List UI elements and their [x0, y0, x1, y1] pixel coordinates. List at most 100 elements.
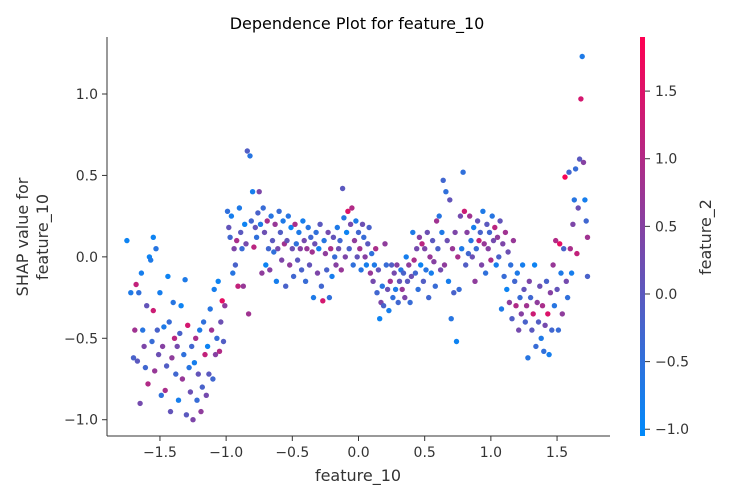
scatter-point [525, 355, 531, 361]
scatter-point [293, 241, 299, 247]
scatter-point [561, 246, 567, 252]
scatter-point [138, 270, 145, 276]
scatter-point [145, 381, 151, 387]
scatter-point [236, 205, 243, 211]
scatter-point [159, 343, 166, 350]
scatter-point [481, 241, 487, 247]
scatter-point [465, 250, 472, 257]
scatter-point [402, 294, 408, 301]
scatter-point [545, 311, 551, 317]
scatter-point [324, 267, 330, 273]
x-tick-label: 0.0 [347, 445, 369, 461]
scatter-point [167, 408, 174, 415]
scatter-point [359, 221, 366, 227]
colorbar-tick-label: −1.0 [655, 422, 689, 438]
scatter-point [566, 169, 572, 175]
x-axis-label: feature_10 [315, 466, 401, 486]
scatter-point [489, 213, 495, 219]
scatter-point [222, 303, 228, 309]
scatter-point [198, 408, 204, 415]
scatter-point [423, 267, 429, 273]
scatter-point [554, 286, 560, 293]
scatter-point [553, 237, 559, 244]
scatter-point [537, 283, 543, 289]
scatter-point [363, 262, 370, 268]
scatter-point [158, 392, 164, 398]
scatter-point [305, 224, 311, 231]
scatter-point [280, 218, 286, 224]
scatter-point [149, 338, 155, 345]
scatter-point [289, 246, 295, 252]
scatter-point [412, 270, 419, 276]
scatter-point [288, 224, 294, 231]
scatter-point [162, 387, 168, 394]
scatter-point [564, 294, 571, 301]
scatter-point [322, 250, 329, 257]
x-tick-label: −1.5 [143, 445, 177, 461]
scatter-point [478, 262, 485, 268]
scatter-point [273, 278, 280, 284]
scatter-point [153, 246, 159, 252]
scatter-point [312, 241, 318, 247]
scatter-point [579, 53, 585, 60]
scatter-point [469, 254, 475, 260]
y-axis-label-line-2: feature_10 [33, 194, 53, 280]
scatter-point [317, 221, 323, 227]
scatter-point [353, 218, 359, 224]
scatter-point [155, 351, 162, 358]
scatter-point [150, 234, 156, 240]
colorbar-ticks: −1.0 −0.5 0.0 0.5 1.0 1.5 [645, 84, 689, 438]
scatter-point [248, 218, 254, 224]
scatter-point [464, 229, 470, 236]
scatter-point [428, 270, 434, 276]
colorbar-tick-label: 0.5 [655, 219, 677, 235]
scatter-point [391, 270, 397, 276]
scatter-point [580, 159, 587, 166]
scatter-point [492, 224, 498, 231]
scatter-point [161, 324, 167, 330]
scatter-point [333, 262, 339, 268]
scatter-point [150, 307, 156, 314]
scatter-point [484, 221, 490, 227]
scatter-point [313, 229, 319, 236]
scatter-point [249, 189, 256, 195]
scatter-point [422, 246, 428, 252]
scatter-point [486, 229, 493, 236]
scatter-point [416, 234, 423, 240]
scatter-point [517, 294, 523, 301]
scatter-point [516, 327, 522, 333]
scatter-point [304, 246, 310, 252]
scatter-point [550, 262, 556, 268]
scatter-point [533, 343, 539, 350]
scatter-point [264, 218, 270, 224]
scatter-point [357, 246, 363, 252]
scatter-point [200, 319, 207, 325]
scatter-point [510, 237, 517, 244]
scatter-point [460, 169, 466, 175]
scatter-point [485, 246, 491, 252]
scatter-point [334, 224, 340, 231]
scatter-point [500, 241, 506, 247]
scatter-point [259, 270, 265, 276]
x-tick-label: −0.5 [275, 445, 309, 461]
scatter-point [451, 290, 457, 296]
scatter-point [370, 278, 376, 284]
scatter-point [546, 351, 552, 358]
scatter-point [374, 290, 380, 296]
scatter-point [166, 319, 172, 325]
scatter-points [124, 53, 591, 423]
scatter-point [563, 278, 569, 284]
scatter-point [439, 229, 445, 236]
scatter-point [472, 278, 478, 284]
scatter-point [137, 400, 143, 407]
scatter-point [471, 224, 477, 231]
scatter-point [431, 259, 437, 265]
scatter-point [174, 343, 180, 350]
scatter-point [490, 237, 497, 244]
scatter-point [567, 246, 573, 252]
y-tick-label: −1.0 [64, 413, 98, 429]
scatter-point [448, 316, 454, 322]
scatter-point [571, 197, 577, 203]
scatter-point [467, 213, 473, 219]
scatter-point [529, 327, 535, 333]
